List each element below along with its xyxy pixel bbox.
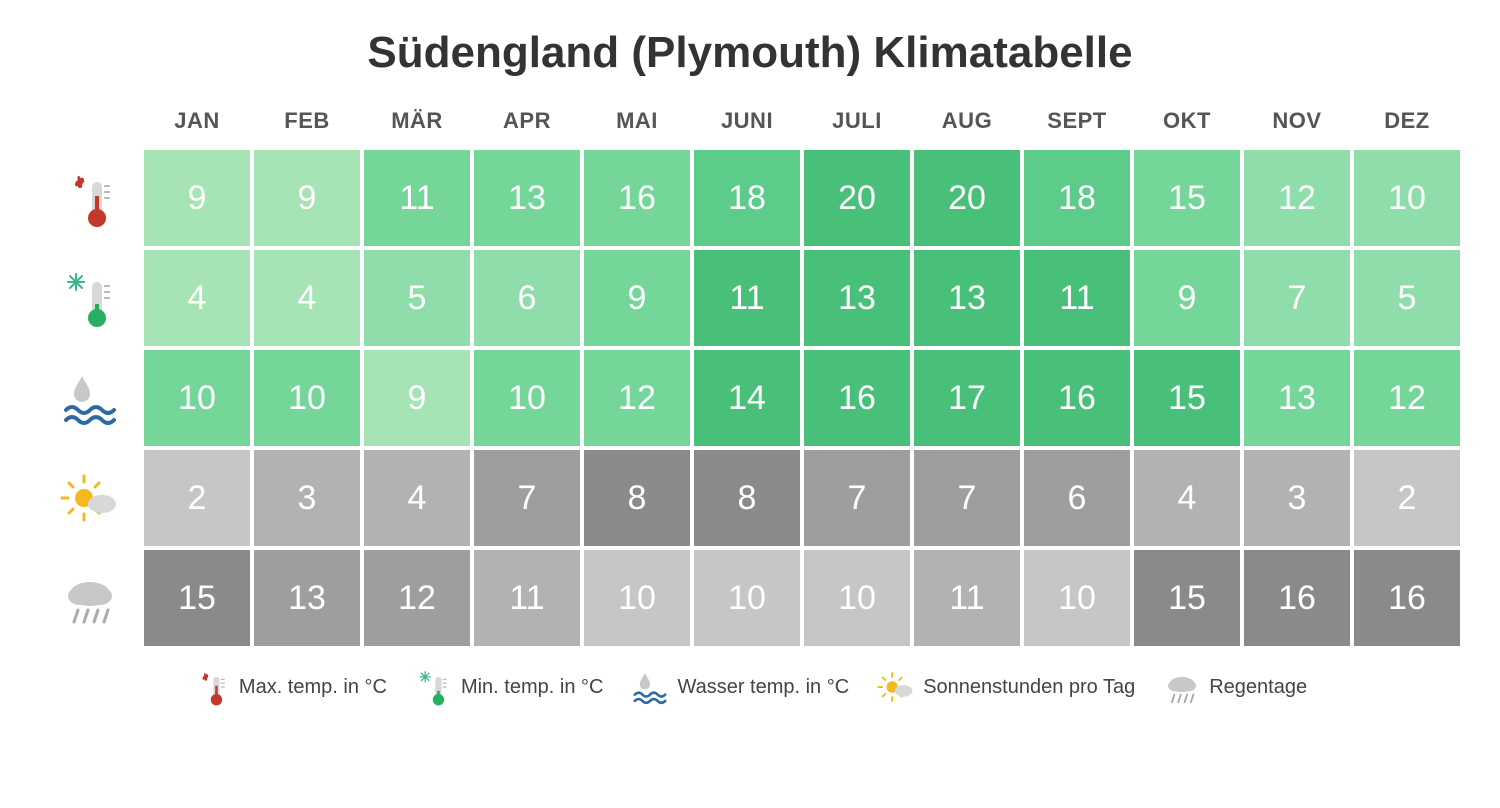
data-cell: 12 xyxy=(1354,350,1460,446)
data-cell: 13 xyxy=(914,250,1020,346)
data-cell: 16 xyxy=(1354,550,1460,646)
legend-item: Max. temp. in °C xyxy=(193,668,387,706)
legend: Max. temp. in °C Min. temp. in °C Wasser t… xyxy=(40,668,1460,706)
data-cell: 2 xyxy=(144,450,250,546)
month-header: APR xyxy=(474,106,580,146)
data-cell: 16 xyxy=(584,150,690,246)
data-cell: 2 xyxy=(1354,450,1460,546)
data-cell: 4 xyxy=(144,250,250,346)
month-header: MAI xyxy=(584,106,690,146)
data-cell: 7 xyxy=(474,450,580,546)
legend-item: Min. temp. in °C xyxy=(415,668,603,706)
month-header: FEB xyxy=(254,106,360,146)
data-cell: 13 xyxy=(1244,350,1350,446)
month-header: DEZ xyxy=(1354,106,1460,146)
data-cell: 6 xyxy=(474,250,580,346)
data-cell: 11 xyxy=(474,550,580,646)
data-cell: 15 xyxy=(144,550,250,646)
data-cell: 10 xyxy=(804,550,910,646)
legend-label: Min. temp. in °C xyxy=(461,676,603,699)
data-cell: 9 xyxy=(144,150,250,246)
data-cell: 11 xyxy=(914,550,1020,646)
data-cell: 15 xyxy=(1134,350,1240,446)
data-cell: 15 xyxy=(1134,150,1240,246)
data-cell: 15 xyxy=(1134,550,1240,646)
min-temp-icon xyxy=(40,250,140,346)
data-cell: 11 xyxy=(1024,250,1130,346)
data-cell: 20 xyxy=(914,150,1020,246)
data-cell: 10 xyxy=(584,550,690,646)
data-cell: 4 xyxy=(1134,450,1240,546)
month-header: JUNI xyxy=(694,106,800,146)
data-cell: 18 xyxy=(1024,150,1130,246)
data-cell: 16 xyxy=(804,350,910,446)
table-corner xyxy=(40,106,140,146)
data-cell: 5 xyxy=(1354,250,1460,346)
data-cell: 7 xyxy=(804,450,910,546)
data-cell: 3 xyxy=(254,450,360,546)
legend-item: Regentage xyxy=(1163,668,1307,706)
max-temp-icon xyxy=(193,668,231,706)
rain-icon xyxy=(40,550,140,646)
data-cell: 12 xyxy=(364,550,470,646)
data-cell: 16 xyxy=(1244,550,1350,646)
water-temp-icon xyxy=(40,350,140,446)
data-cell: 3 xyxy=(1244,450,1350,546)
data-cell: 12 xyxy=(584,350,690,446)
data-cell: 4 xyxy=(364,450,470,546)
data-cell: 10 xyxy=(694,550,800,646)
data-cell: 6 xyxy=(1024,450,1130,546)
month-header: SEPT xyxy=(1024,106,1130,146)
legend-label: Max. temp. in °C xyxy=(239,676,387,699)
month-header: MÄR xyxy=(364,106,470,146)
data-cell: 13 xyxy=(804,250,910,346)
data-cell: 7 xyxy=(914,450,1020,546)
month-header: JULI xyxy=(804,106,910,146)
data-cell: 9 xyxy=(584,250,690,346)
data-cell: 14 xyxy=(694,350,800,446)
legend-item: Sonnenstunden pro Tag xyxy=(877,668,1135,706)
page-title: Südengland (Plymouth) Klimatabelle xyxy=(40,28,1460,78)
data-cell: 17 xyxy=(914,350,1020,446)
max-temp-icon xyxy=(40,150,140,246)
sun-icon xyxy=(40,450,140,546)
legend-item: Wasser temp. in °C xyxy=(631,668,849,706)
sun-icon xyxy=(877,668,915,706)
legend-label: Wasser temp. in °C xyxy=(677,676,849,699)
data-cell: 8 xyxy=(694,450,800,546)
legend-label: Sonnenstunden pro Tag xyxy=(923,676,1135,699)
data-cell: 10 xyxy=(254,350,360,446)
data-cell: 4 xyxy=(254,250,360,346)
data-cell: 16 xyxy=(1024,350,1130,446)
data-cell: 7 xyxy=(1244,250,1350,346)
data-cell: 18 xyxy=(694,150,800,246)
data-cell: 10 xyxy=(474,350,580,446)
data-cell: 10 xyxy=(144,350,250,446)
data-cell: 13 xyxy=(474,150,580,246)
data-cell: 9 xyxy=(364,350,470,446)
data-cell: 10 xyxy=(1354,150,1460,246)
legend-label: Regentage xyxy=(1209,676,1307,699)
rain-icon xyxy=(1163,668,1201,706)
data-cell: 5 xyxy=(364,250,470,346)
data-cell: 9 xyxy=(254,150,360,246)
month-header: AUG xyxy=(914,106,1020,146)
data-cell: 9 xyxy=(1134,250,1240,346)
data-cell: 8 xyxy=(584,450,690,546)
month-header: NOV xyxy=(1244,106,1350,146)
climate-table: JANFEBMÄRAPRMAIJUNIJULIAUGSEPTOKTNOVDEZ 9… xyxy=(40,106,1460,646)
data-cell: 13 xyxy=(254,550,360,646)
water-temp-icon xyxy=(631,668,669,706)
data-cell: 11 xyxy=(364,150,470,246)
month-header: JAN xyxy=(144,106,250,146)
min-temp-icon xyxy=(415,668,453,706)
data-cell: 10 xyxy=(1024,550,1130,646)
data-cell: 12 xyxy=(1244,150,1350,246)
data-cell: 11 xyxy=(694,250,800,346)
data-cell: 20 xyxy=(804,150,910,246)
month-header: OKT xyxy=(1134,106,1240,146)
